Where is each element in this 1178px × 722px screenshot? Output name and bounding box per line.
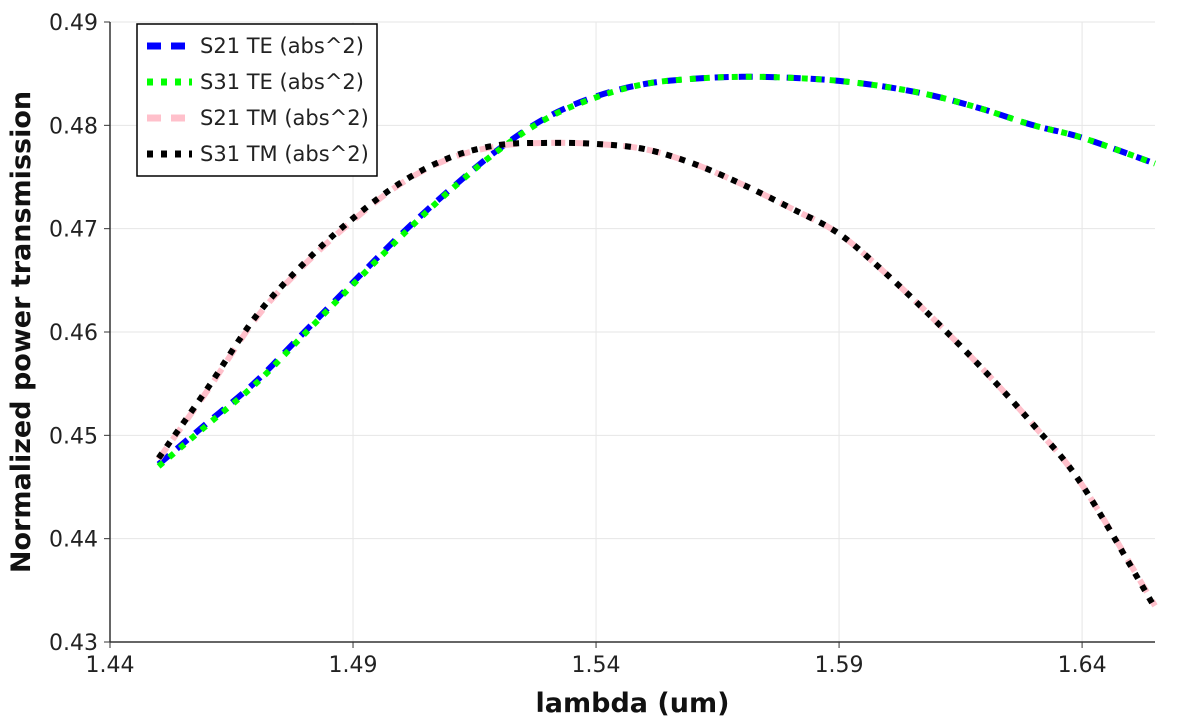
y-tick-label: 0.45 <box>49 424 98 449</box>
series-line-2 <box>156 73 1156 469</box>
axes <box>104 21 1155 648</box>
legend-label: S31 TE (abs^2) <box>200 70 364 94</box>
y-axis-title: Normalized power transmission <box>6 91 37 573</box>
series-layer <box>156 73 1158 610</box>
x-tick-label: 1.59 <box>815 653 864 678</box>
x-tick-label: 1.49 <box>329 653 378 678</box>
tick-labels: 1.44 1.49 1.54 1.59 1.64 0.43 0.44 0.45 0.46 0.47… <box>49 11 1107 678</box>
legend-label: S21 TE (abs^2) <box>200 34 364 58</box>
y-tick-label: 0.44 <box>49 528 98 553</box>
legend: S21 TE (abs^2) S31 TE (abs^2) S21 TM (abs^… <box>136 23 378 177</box>
legend-label: S31 TM (abs^2) <box>200 142 369 166</box>
x-tick-label: 1.54 <box>572 653 621 678</box>
x-axis-title: lambda (um) <box>536 688 730 719</box>
series-line-4 <box>156 139 1158 610</box>
y-tick-label: 0.46 <box>49 321 98 346</box>
series-line-3 <box>156 139 1158 608</box>
y-tick-label: 0.43 <box>49 631 98 656</box>
y-tick-label: 0.47 <box>49 218 98 243</box>
y-tick-label: 0.48 <box>49 114 98 139</box>
legend-label: S21 TM (abs^2) <box>200 106 369 130</box>
x-tick-label: 1.44 <box>86 653 135 678</box>
x-tick-label: 1.64 <box>1058 653 1107 678</box>
y-tick-label: 0.49 <box>49 11 98 36</box>
